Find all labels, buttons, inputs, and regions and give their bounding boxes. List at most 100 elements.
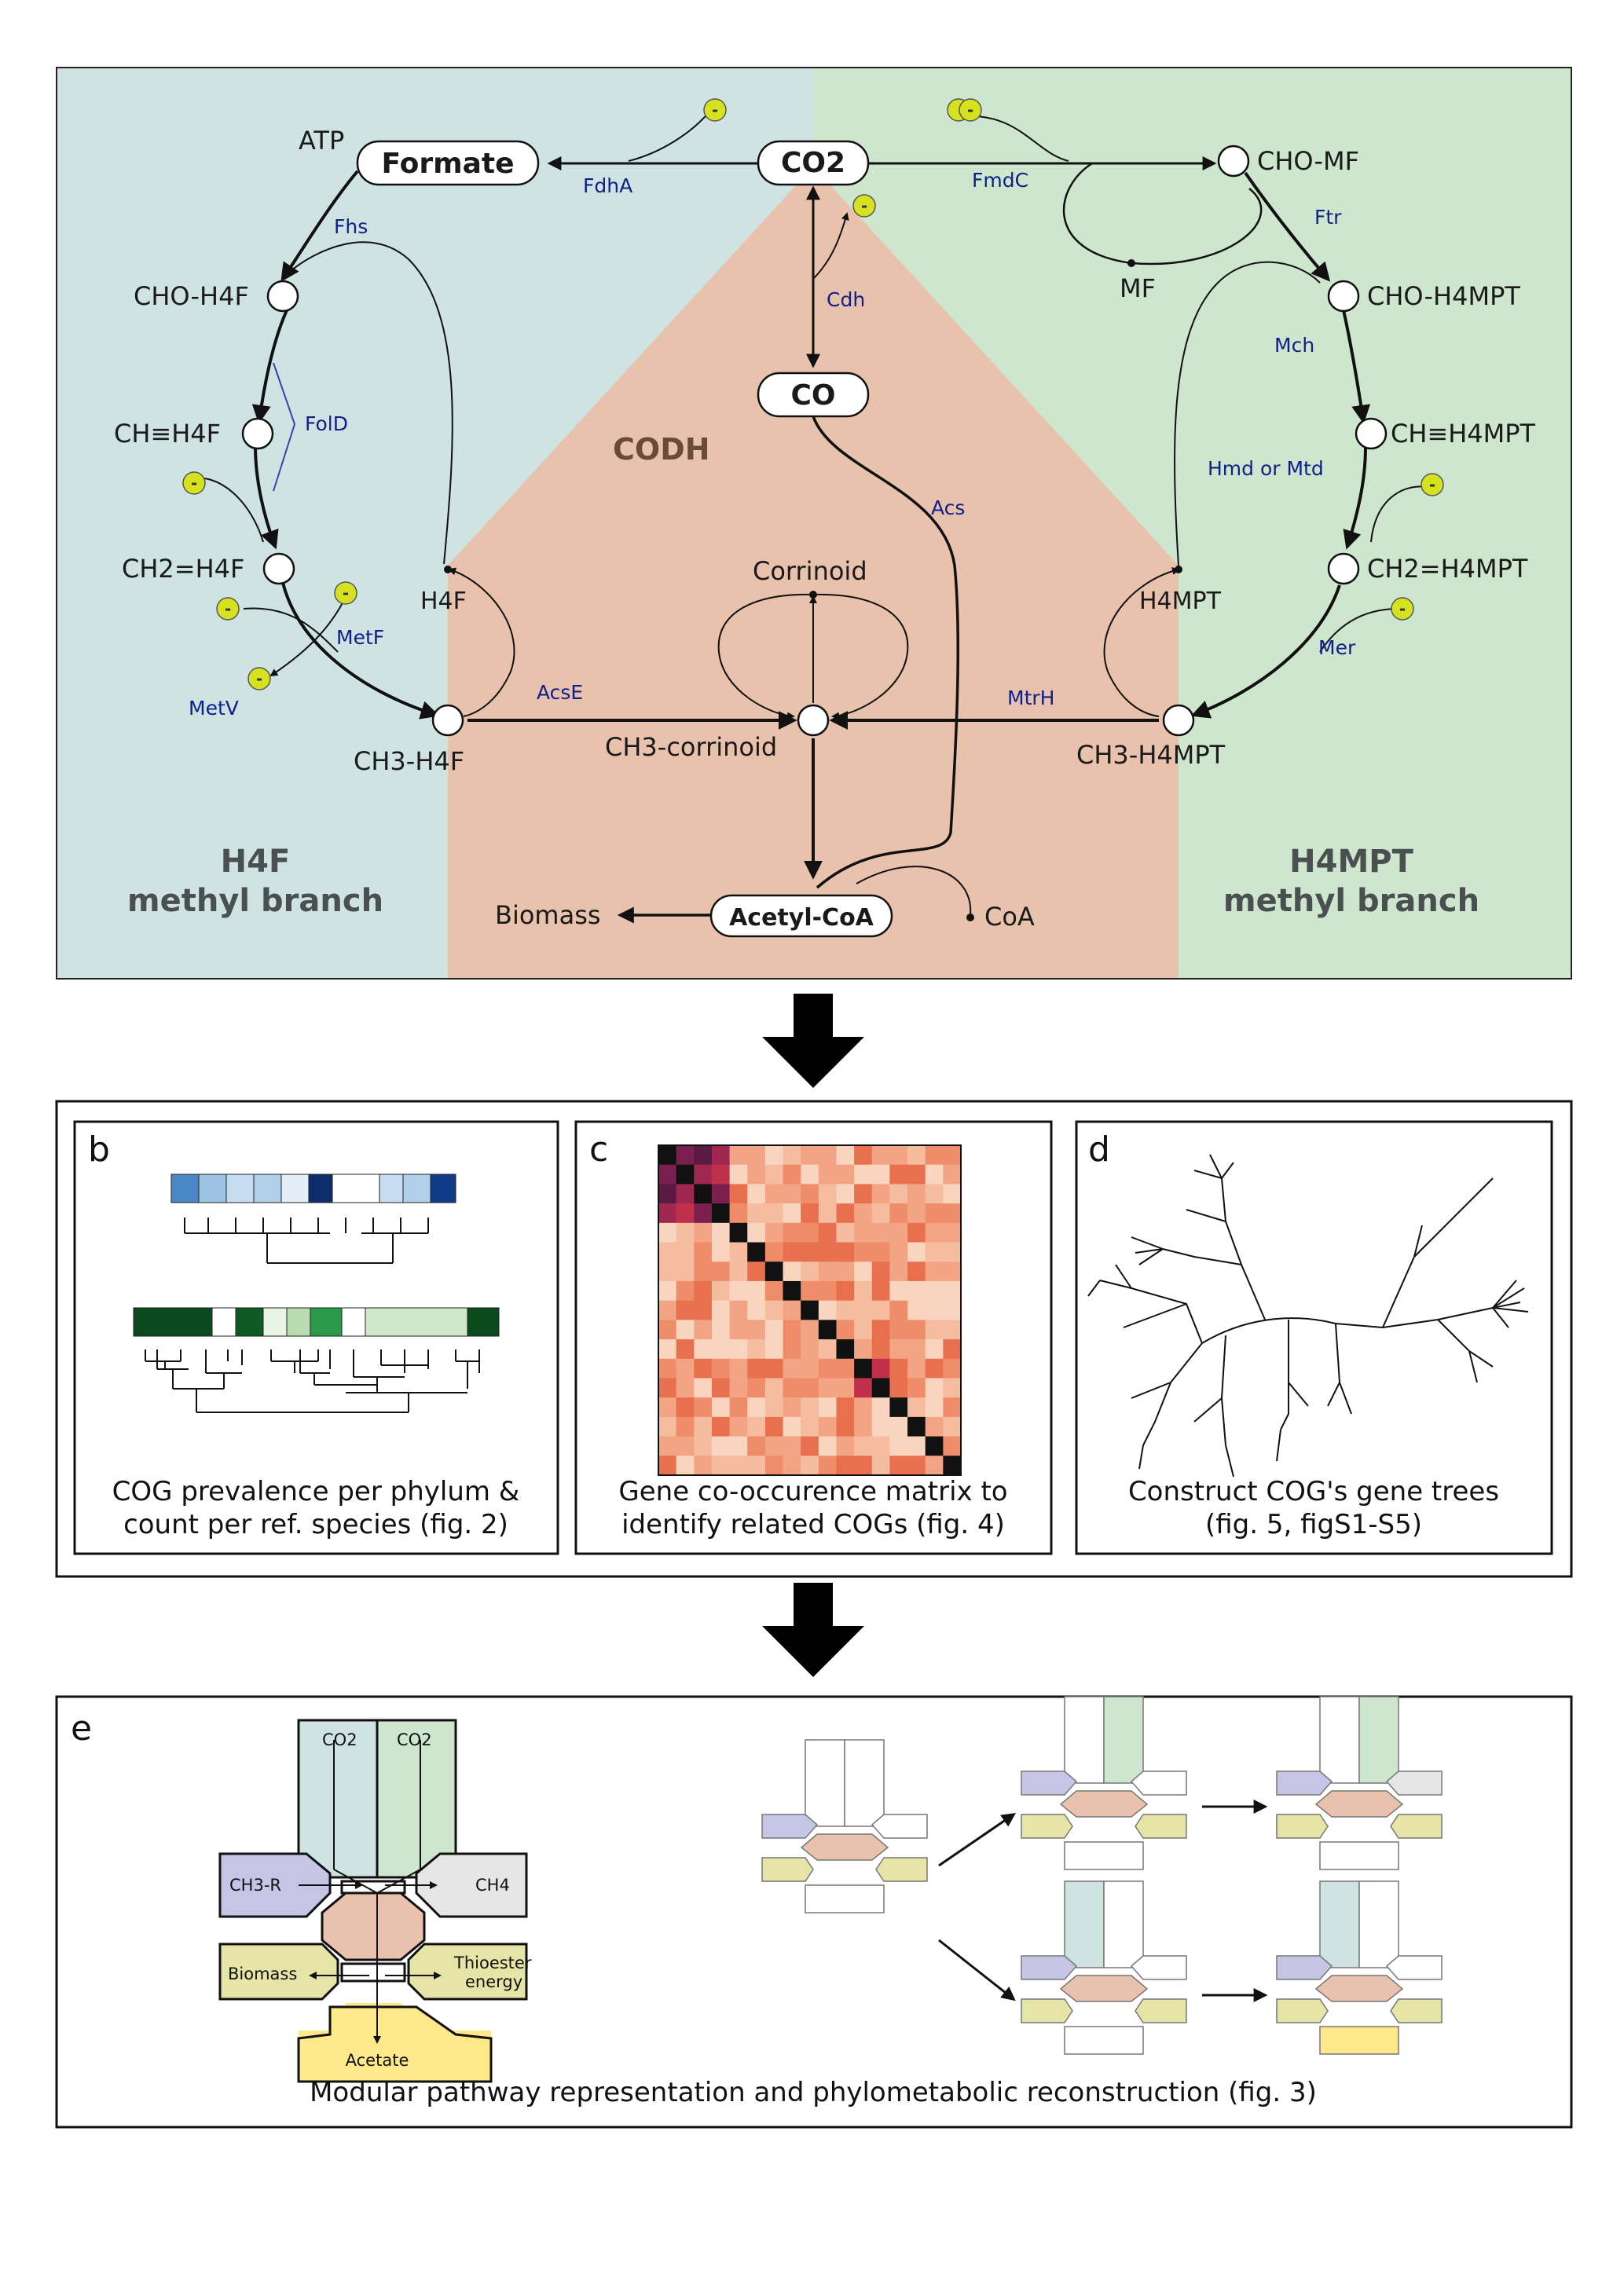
matrix-cell: [854, 1397, 873, 1418]
matrix-cell: [747, 1339, 766, 1360]
matrix-cell: [694, 1378, 713, 1398]
matrix-cell: [729, 1203, 748, 1224]
mini-module-part: [1358, 1696, 1399, 1784]
mer-electron-line: [1319, 608, 1399, 653]
module-ch4-label: CH4: [475, 1876, 510, 1895]
h4mpt-label: H4MPT: [1139, 588, 1222, 615]
matrix-cell: [783, 1456, 801, 1476]
matrix-cell: [818, 1203, 837, 1224]
mer-arrow: [1190, 584, 1341, 719]
fdha-electron-line: [628, 109, 712, 162]
matrix-cell: [747, 1280, 766, 1302]
matrix-cell: [747, 1397, 766, 1418]
matrix-cell: [854, 1145, 873, 1166]
matrix-cell: [747, 1436, 766, 1456]
green-count-strip: [133, 1307, 500, 1337]
enzyme-mch: Mch: [1274, 334, 1314, 357]
mini-module-part: [805, 1884, 885, 1913]
matrix-cell: [801, 1164, 819, 1185]
matrix-cell: [694, 1203, 713, 1224]
module-arrows: [299, 1740, 442, 2044]
mini-module-part: [1135, 1814, 1187, 1839]
matrix-cell: [871, 1456, 890, 1476]
matrix-cell: [694, 1145, 713, 1166]
matrix-cell: [836, 1184, 855, 1204]
matrix-cell: [818, 1436, 837, 1456]
matrix-cell: [729, 1242, 748, 1262]
mini-module-part: [844, 1739, 885, 1827]
matrix-cell: [907, 1184, 926, 1204]
matrix-cell: [747, 1184, 766, 1204]
matrix-cell: [889, 1164, 908, 1185]
matrix-cell: [729, 1397, 748, 1418]
mini-module-part: [1103, 1696, 1144, 1784]
fhs-arrow: [280, 170, 359, 282]
matrix-cell: [729, 1358, 748, 1379]
matrix-cell: [658, 1320, 677, 1340]
ch3-h4mpt-label: CH3-H4MPT: [1076, 740, 1226, 770]
mini-module-part: [1064, 1841, 1144, 1870]
matrix-cell: [711, 1184, 731, 1204]
matrix-cell: [676, 1280, 695, 1302]
ch3-h4mpt-node: [1162, 704, 1195, 737]
mini-module-part: [1064, 2026, 1144, 2055]
matrix-cell: [729, 1222, 748, 1243]
matrix-cell: [943, 1203, 962, 1224]
matrix-cell: [694, 1242, 713, 1262]
matrix-cell: [818, 1416, 837, 1437]
matrix-cell: [764, 1436, 784, 1456]
matrix-cell: [907, 1456, 926, 1476]
matrix-cell: [747, 1416, 766, 1437]
panel-d-letter: d: [1088, 1130, 1110, 1170]
matrix-cell: [658, 1184, 677, 1204]
matrix-cell: [711, 1262, 731, 1282]
matrix-cell: [676, 1222, 695, 1243]
mini-module-part: [1385, 1771, 1443, 1796]
corrinoid-dot: [809, 591, 817, 599]
matrix-cell: [943, 1416, 962, 1437]
matrix-cell: [747, 1358, 766, 1379]
cho-h4mpt-label: CHO-H4MPT: [1367, 281, 1520, 311]
matrix-cell: [658, 1203, 677, 1224]
mf-label: MF: [1120, 273, 1156, 303]
electron-sign: -: [256, 669, 262, 688]
matrix-cell: [925, 1339, 944, 1360]
matrix-cell: [943, 1339, 962, 1360]
ch3-h4f-label: CH3-H4F: [354, 746, 464, 776]
module-acetate-label: Acetate: [346, 2051, 409, 2070]
mini-module-part: [1314, 1975, 1404, 2002]
matrix-cell: [764, 1416, 784, 1437]
matrix-cell: [818, 1280, 837, 1302]
cho-mf-label: CHO-MF: [1257, 146, 1359, 176]
matrix-cell: [676, 1436, 695, 1456]
matrix-cell: [871, 1164, 890, 1185]
matrix-cell: [854, 1436, 873, 1456]
matrix-cell: [676, 1358, 695, 1379]
module-thioester-label-2: energy: [465, 1972, 522, 1991]
matrix-cell: [943, 1300, 962, 1320]
mini-module-part: [1135, 1998, 1187, 2023]
matrix-cell: [783, 1242, 801, 1262]
matrix-cell: [854, 1184, 873, 1204]
enzyme-hmd: Hmd or Mtd: [1208, 457, 1324, 480]
acetylcoa-node: [709, 894, 893, 938]
matrix-cell: [871, 1184, 890, 1204]
electron-icon: [247, 667, 271, 690]
mini-module-part: [1319, 1880, 1360, 1968]
matrix-cell: [694, 1339, 713, 1360]
matrix-cell: [889, 1145, 908, 1166]
formate-node: [356, 140, 540, 186]
matrix-cell: [801, 1262, 819, 1282]
matrix-cell: [694, 1416, 713, 1437]
matrix-cell: [943, 1320, 962, 1340]
h4f-dot: [444, 566, 452, 573]
matrix-cell: [801, 1339, 819, 1360]
h4f-label: H4F: [420, 588, 467, 615]
matrix-cell: [854, 1203, 873, 1224]
mini-module-part: [761, 1814, 819, 1839]
matrix-cell: [676, 1145, 695, 1166]
matrix-cell: [711, 1456, 731, 1476]
coa-dot: [966, 914, 974, 921]
matrix-cell: [818, 1164, 837, 1185]
ch-h4mpt-node: [1355, 417, 1388, 450]
